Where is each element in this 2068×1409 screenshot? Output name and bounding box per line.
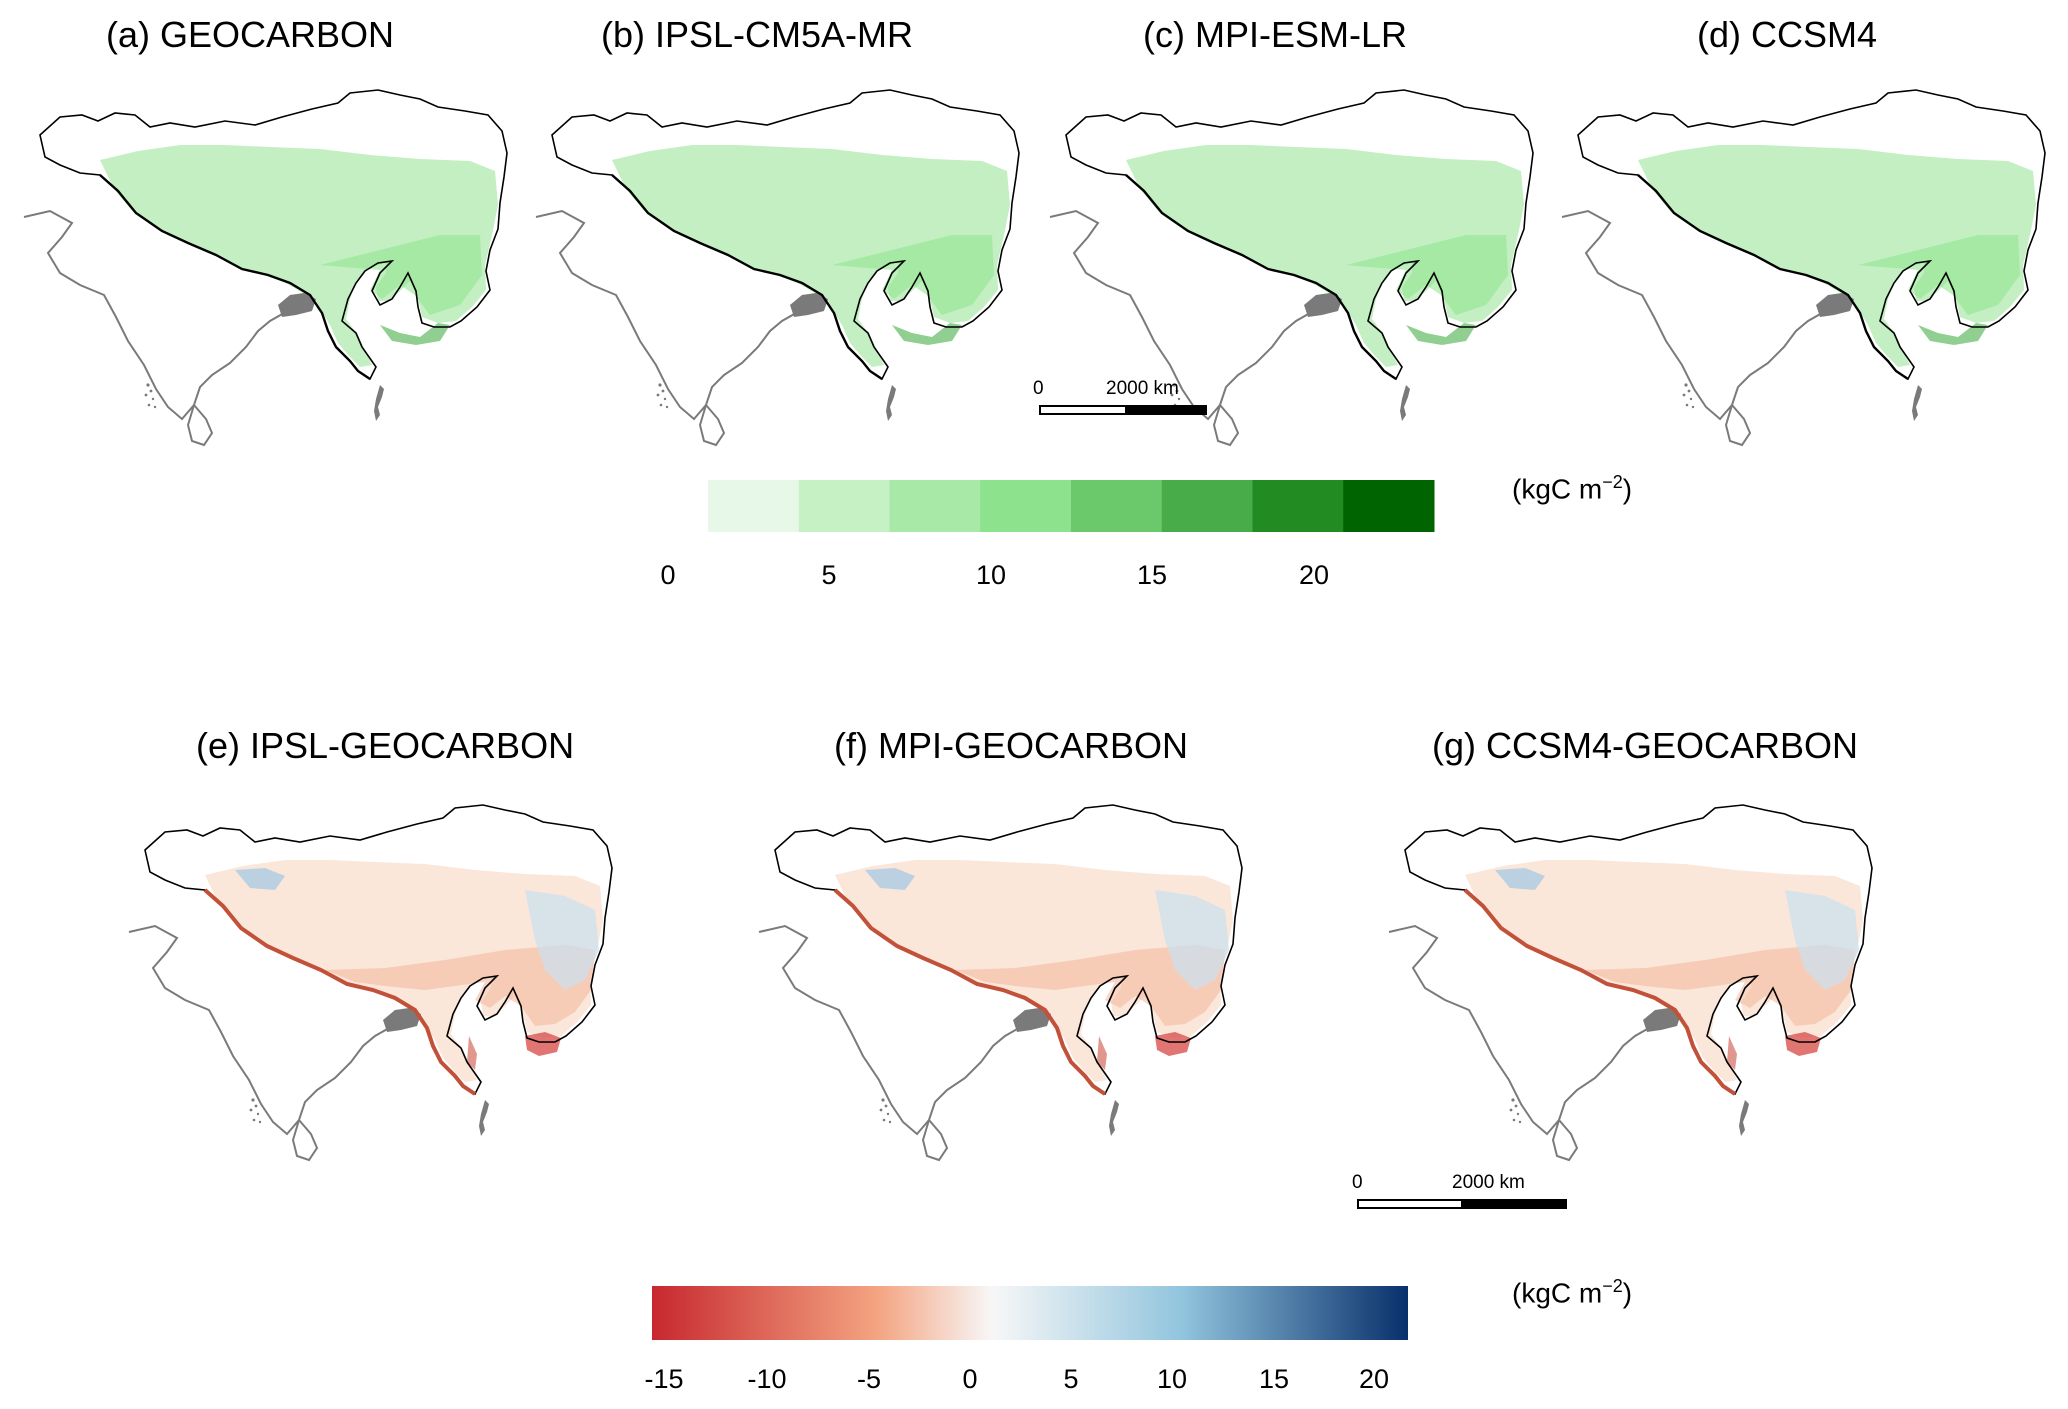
legend-bottom-tick: 10 [1156, 1364, 1188, 1394]
scalebar-bottom-end: 2000 km [1452, 1172, 1525, 1193]
scalebar-bottom [1357, 1199, 1567, 1209]
panel-title-b: (b) IPSL-CM5A-MR [601, 14, 914, 55]
legend-top-swatch [708, 480, 800, 532]
legend-top-swatch [1252, 480, 1344, 532]
legend-bottom-tick: -10 [747, 1364, 787, 1394]
legend-top-swatch [980, 480, 1072, 532]
panel-title-d: (d) CCSM4 [1697, 14, 1878, 55]
panel-title-e: (e) IPSL-GEOCARBON [196, 725, 575, 766]
map-panel-d [1562, 90, 2045, 445]
map-panel-b [536, 90, 1019, 445]
legend-top-swatch [1343, 480, 1435, 532]
scalebar-bottom-start: 0 [1352, 1172, 1363, 1193]
scalebar-top-start: 0 [1033, 378, 1044, 399]
legend-bottom-tick: 0 [962, 1364, 978, 1394]
legend-top-swatch [1071, 480, 1163, 532]
legend-bottom-colorbar [652, 1286, 1408, 1340]
legend-top-tick: 20 [1298, 560, 1330, 590]
legend-top-colorbar [708, 480, 1435, 532]
legend-top-swatch [889, 480, 981, 532]
scalebar-top [1039, 405, 1207, 415]
panel-title-f: (f) MPI-GEOCARBON [834, 725, 1189, 766]
legend-top-tick: 5 [821, 560, 837, 590]
legend-bottom-tick: -5 [856, 1364, 882, 1394]
map-panel-f [759, 805, 1242, 1160]
legend-top-unit: (kgC m−2) [1512, 472, 1633, 505]
map-panel-g [1389, 805, 1872, 1160]
map-panel-a [24, 90, 507, 445]
legend-bottom-tick: 5 [1063, 1364, 1079, 1394]
map-panel-e [129, 805, 612, 1160]
legend-bottom-tick: 20 [1358, 1364, 1390, 1394]
legend-top-tick: 15 [1136, 560, 1168, 590]
legend-top-tick: 0 [660, 560, 676, 590]
panel-title-a: (a) GEOCARBON [106, 14, 395, 55]
legend-top-tick: 10 [975, 560, 1007, 590]
legend-top-swatch [798, 480, 890, 532]
panel-title-c: (c) MPI-ESM-LR [1143, 14, 1407, 55]
legend-bottom-tick: 15 [1258, 1364, 1290, 1394]
legend-bottom-unit: (kgC m−2) [1512, 1276, 1633, 1309]
legend-bottom-tick: -15 [644, 1364, 684, 1394]
scalebar-top-end: 2000 km [1106, 378, 1179, 399]
panel-title-g: (g) CCSM4-GEOCARBON [1432, 725, 1859, 766]
legend-top-swatch [1161, 480, 1253, 532]
